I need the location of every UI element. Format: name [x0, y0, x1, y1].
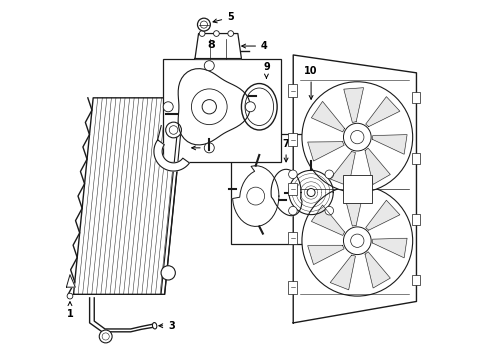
- Polygon shape: [271, 169, 302, 216]
- Circle shape: [166, 122, 181, 138]
- Polygon shape: [366, 200, 400, 230]
- Bar: [163, 59, 281, 162]
- Circle shape: [325, 206, 334, 215]
- Circle shape: [343, 227, 371, 255]
- Circle shape: [247, 187, 265, 205]
- Polygon shape: [365, 252, 391, 288]
- Polygon shape: [289, 170, 333, 215]
- Polygon shape: [308, 245, 344, 265]
- Bar: [412, 214, 420, 225]
- Ellipse shape: [245, 88, 273, 126]
- Bar: [343, 175, 371, 203]
- Circle shape: [325, 170, 334, 179]
- Polygon shape: [154, 140, 190, 171]
- Polygon shape: [344, 88, 364, 122]
- Circle shape: [307, 189, 315, 197]
- Circle shape: [214, 31, 220, 36]
- Bar: [231, 134, 331, 244]
- Circle shape: [102, 333, 109, 340]
- Circle shape: [343, 123, 371, 151]
- Polygon shape: [365, 148, 391, 184]
- Polygon shape: [195, 33, 242, 59]
- Circle shape: [67, 293, 73, 299]
- Polygon shape: [366, 97, 400, 127]
- Polygon shape: [74, 98, 184, 294]
- Bar: [288, 231, 297, 244]
- Circle shape: [197, 18, 210, 31]
- Polygon shape: [330, 152, 355, 186]
- Bar: [288, 134, 297, 146]
- Bar: [288, 281, 297, 294]
- Polygon shape: [372, 238, 407, 258]
- Polygon shape: [293, 55, 416, 323]
- Circle shape: [202, 100, 217, 114]
- Text: 2: 2: [192, 143, 213, 153]
- Polygon shape: [330, 255, 355, 290]
- Bar: [288, 183, 297, 195]
- Text: 10: 10: [304, 66, 318, 99]
- Text: 6: 6: [266, 113, 274, 123]
- Circle shape: [204, 61, 214, 71]
- Bar: [412, 153, 420, 164]
- Circle shape: [192, 89, 227, 125]
- Text: 4: 4: [242, 41, 268, 51]
- Circle shape: [289, 170, 297, 179]
- Circle shape: [199, 31, 205, 36]
- Circle shape: [163, 102, 173, 112]
- Text: 3: 3: [159, 321, 175, 331]
- Polygon shape: [372, 135, 407, 154]
- Polygon shape: [311, 102, 344, 132]
- Polygon shape: [308, 142, 344, 161]
- Polygon shape: [233, 166, 279, 226]
- Circle shape: [99, 330, 112, 343]
- Polygon shape: [178, 69, 250, 145]
- Polygon shape: [66, 275, 75, 287]
- Circle shape: [351, 130, 364, 144]
- Circle shape: [289, 206, 297, 215]
- Bar: [412, 275, 420, 285]
- Ellipse shape: [152, 323, 157, 329]
- Text: 5: 5: [213, 13, 234, 23]
- Text: 1: 1: [67, 302, 74, 319]
- Circle shape: [161, 266, 175, 280]
- Polygon shape: [344, 191, 364, 226]
- Text: 7: 7: [283, 139, 290, 162]
- Text: 8: 8: [207, 40, 215, 50]
- Polygon shape: [311, 205, 344, 235]
- Circle shape: [302, 82, 413, 193]
- Circle shape: [245, 102, 255, 112]
- Circle shape: [169, 126, 178, 134]
- Circle shape: [228, 31, 234, 36]
- Circle shape: [200, 21, 207, 28]
- Circle shape: [302, 185, 413, 296]
- Circle shape: [351, 234, 364, 247]
- Ellipse shape: [242, 84, 277, 130]
- Bar: [412, 93, 420, 103]
- Circle shape: [204, 143, 214, 153]
- Bar: [288, 84, 297, 97]
- Text: 9: 9: [263, 63, 270, 78]
